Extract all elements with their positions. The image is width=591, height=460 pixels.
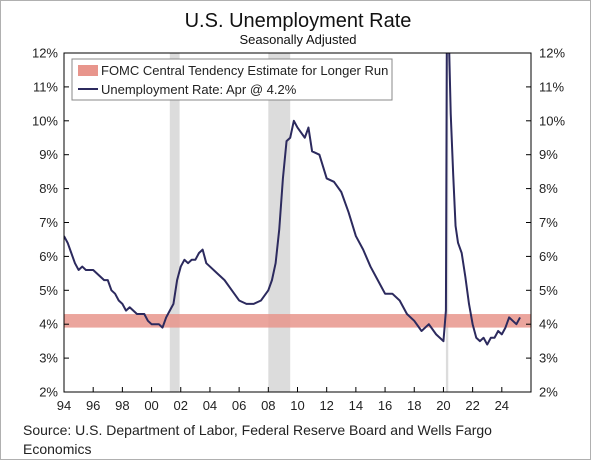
x-tick-label: 22	[465, 398, 479, 413]
y-tick-label-left: 10%	[32, 113, 58, 128]
x-axis: 94 96 98 00 02 04 06 08 10 12 14 16 18 20 22 24	[57, 387, 509, 413]
series-line-unemployment-rate	[64, 53, 521, 346]
y-tick-label-right: 5%	[539, 283, 558, 298]
y-tick-label-left: 5%	[39, 283, 58, 298]
recession-shading	[169, 53, 449, 392]
y-tick-label-right: 12%	[539, 46, 565, 61]
y-tick-label-left: 2%	[39, 385, 58, 400]
source-note: Source: U.S. Department of Labor, Federa…	[23, 422, 492, 457]
y-tick-label-right: 6%	[539, 249, 558, 264]
x-tick-label: 02	[174, 398, 188, 413]
y-tick-label-right: 7%	[539, 215, 558, 230]
fomc-band	[64, 314, 531, 328]
y-tick-label-right: 8%	[539, 181, 558, 196]
y-tick-label-left: 3%	[39, 351, 58, 366]
x-tick-label: 20	[436, 398, 450, 413]
x-tick-label: 10	[290, 398, 304, 413]
x-tick-label: 98	[115, 398, 129, 413]
y-tick-label-left: 9%	[39, 147, 58, 162]
x-tick-label: 12	[319, 398, 333, 413]
y-tick-label-right: 11%	[539, 79, 564, 94]
y-axis-right: 2% 3% 4% 5% 6% 7% 8% 9% 10% 11% 12%	[526, 46, 565, 400]
x-tick-label: 00	[144, 398, 158, 413]
legend-band-swatch	[78, 65, 98, 76]
legend: FOMC Central Tendency Estimate for Longe…	[71, 58, 393, 101]
y-tick-label-right: 9%	[539, 147, 558, 162]
legend-band-label: FOMC Central Tendency Estimate for Longe…	[101, 63, 388, 78]
x-tick-label: 08	[261, 398, 275, 413]
y-tick-label-left: 4%	[39, 317, 58, 332]
y-tick-label-left: 11%	[33, 79, 58, 94]
legend-box	[71, 58, 393, 101]
x-tick-label: 14	[349, 398, 363, 413]
x-tick-label: 06	[232, 398, 246, 413]
chart-subtitle: Seasonally Adjusted	[239, 32, 356, 47]
x-tick-label: 04	[203, 398, 217, 413]
series-layer	[64, 53, 521, 346]
y-tick-label-right: 10%	[539, 113, 565, 128]
y-tick-label-left: 7%	[39, 215, 58, 230]
legend-series-label: Unemployment Rate: Apr @ 4.2%	[101, 82, 297, 97]
y-tick-label-left: 6%	[39, 249, 58, 264]
y-tick-label-left: 12%	[32, 46, 58, 61]
x-tick-label: 96	[86, 398, 100, 413]
y-tick-label-right: 4%	[539, 317, 558, 332]
y-axis-left: 2% 3% 4% 5% 6% 7% 8% 9% 10% 11% 12%	[32, 46, 69, 400]
x-tick-label: 16	[378, 398, 392, 413]
x-tick-label: 24	[495, 398, 509, 413]
chart-title: U.S. Unemployment Rate	[185, 10, 412, 32]
x-tick-label: 18	[407, 398, 421, 413]
recession-bar	[169, 53, 180, 392]
plot-frame	[63, 52, 532, 393]
fomc-band-layer	[64, 314, 531, 328]
y-tick-label-right: 3%	[539, 351, 558, 366]
y-tick-label-right: 2%	[539, 385, 558, 400]
y-tick-label-left: 8%	[39, 181, 58, 196]
x-tick-label: 94	[57, 398, 71, 413]
